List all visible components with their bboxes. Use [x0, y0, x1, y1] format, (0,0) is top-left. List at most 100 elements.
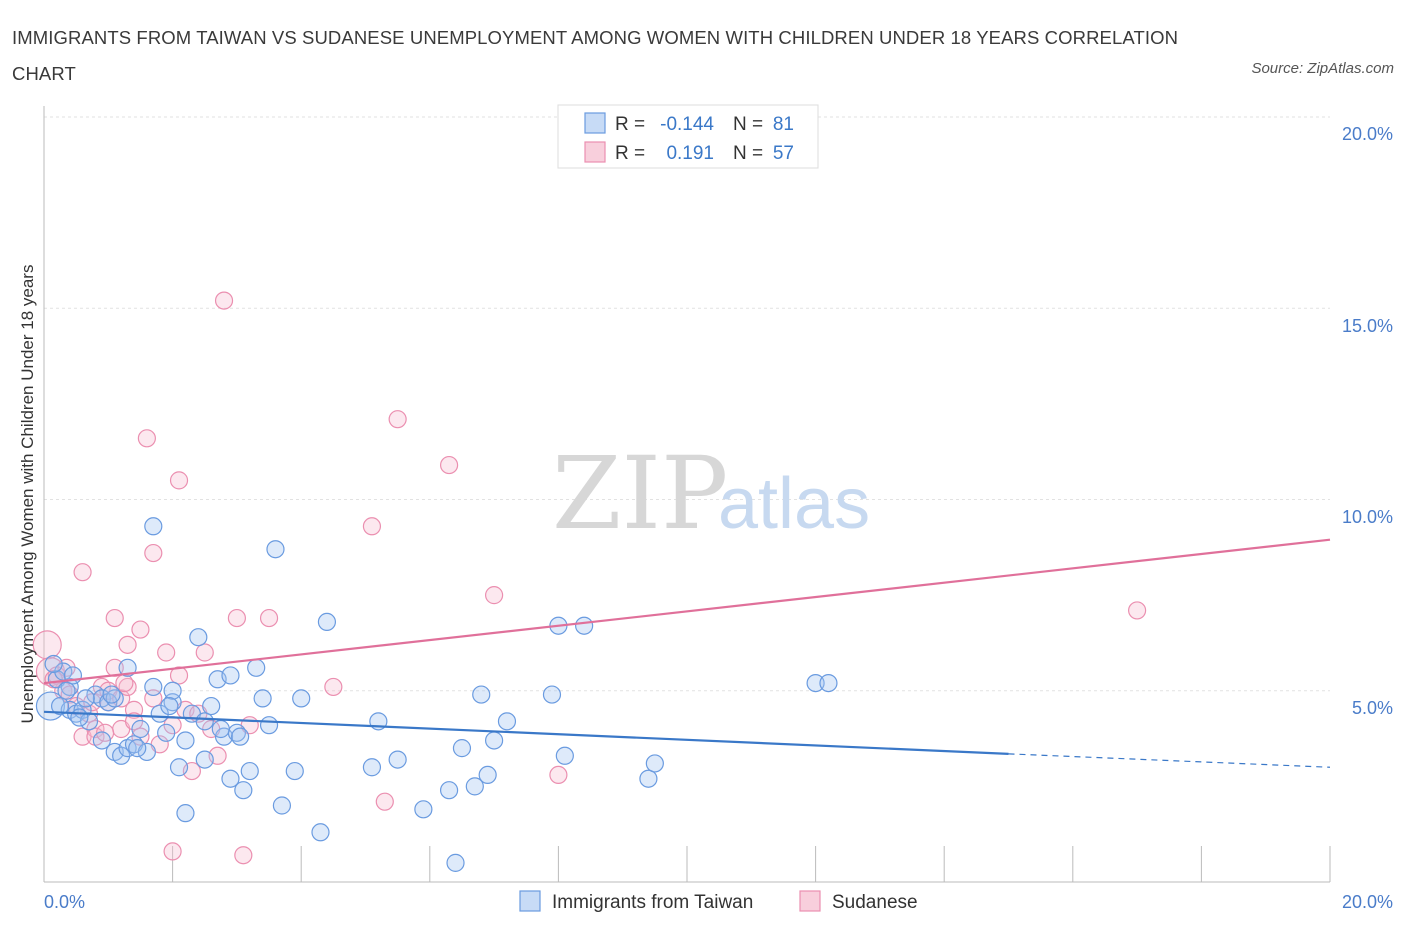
- taiwan-point-54: [439, 781, 459, 800]
- taiwan-point-30: [189, 628, 208, 647]
- sudanese-point-28: [157, 643, 176, 662]
- legend-n-value-taiwan: 81: [773, 114, 794, 135]
- taiwan-point-62: [542, 685, 562, 704]
- taiwan-point-27: [176, 731, 195, 750]
- source-label: Source: ZipAtlas.com: [1251, 60, 1394, 77]
- taiwan-point-42: [253, 689, 272, 708]
- taiwan-point-55: [446, 853, 465, 872]
- legend-swatch-taiwan: [584, 112, 606, 134]
- taiwan-point-70: [44, 654, 63, 674]
- taiwan-point-79: [231, 727, 250, 746]
- taiwan-point-48: [311, 823, 330, 842]
- taiwan-point-43: [259, 716, 279, 735]
- legend-r-label-taiwan: R =: [615, 114, 645, 135]
- sudanese-point-44: [375, 792, 394, 811]
- sudanese-point-37: [214, 291, 234, 310]
- taiwan-point-69: [819, 673, 838, 693]
- taiwan-trend-line: [43, 710, 1009, 755]
- taiwan-point-44: [266, 540, 285, 559]
- taiwan-point-26: [169, 758, 189, 777]
- watermark-atlas: atlas: [718, 464, 870, 544]
- sudanese-point-45: [388, 410, 407, 429]
- taiwan-point-64: [555, 746, 574, 765]
- sudanese-point-47: [485, 586, 504, 605]
- taiwan-point-61: [497, 712, 517, 731]
- taiwan-point-49: [317, 612, 337, 632]
- taiwan-point-20: [144, 677, 163, 697]
- sudanese-point-34: [195, 643, 214, 662]
- taiwan-point-66: [639, 769, 658, 788]
- x-tick-label-20: 20.0%: [1342, 892, 1393, 912]
- taiwan-point-77: [160, 696, 179, 716]
- taiwan-point-45: [272, 796, 292, 815]
- taiwan-point-46: [285, 761, 304, 781]
- sudanese-point-42: [324, 677, 343, 697]
- sudanese-trend-line: [43, 538, 1331, 685]
- watermark-zip: ZIP: [552, 435, 728, 552]
- legend-r-value-taiwan: -0.144: [660, 114, 714, 135]
- taiwan-point-65: [575, 616, 594, 635]
- taiwan-point-33: [202, 696, 221, 716]
- series-legend-label-sudanese: Sudanese: [832, 892, 918, 913]
- taiwan-point-15: [118, 658, 137, 677]
- taiwan-point-21: [144, 517, 163, 536]
- taiwan-point-28: [176, 804, 195, 823]
- taiwan-point-25: [163, 681, 182, 700]
- legend-n-label-sudanese: N =: [733, 143, 763, 164]
- taiwan-point-37: [221, 769, 240, 788]
- taiwan-point-39: [234, 781, 253, 800]
- sudanese-point-38: [227, 608, 246, 628]
- taiwan-point-50: [362, 758, 382, 777]
- taiwan-point-23: [157, 723, 176, 742]
- taiwan-point-47: [292, 689, 311, 708]
- sudanese-point-50: [1127, 601, 1147, 620]
- taiwan-point-41: [247, 658, 266, 677]
- series-legend-swatch-taiwan: [519, 890, 541, 912]
- sudanese-point-24: [137, 429, 156, 448]
- sudanese-point-26: [144, 543, 163, 563]
- taiwan-point-18: [131, 719, 150, 739]
- chart-title: IMMIGRANTS FROM TAIWAN VS SUDANESE UNEMP…: [12, 27, 1179, 84]
- series-legend: Immigrants from Taiwan Sudanese: [519, 890, 918, 913]
- taiwan-points: [35, 517, 838, 872]
- legend-n-value-sudanese: 57: [773, 143, 794, 164]
- sudanese-point-48: [549, 765, 568, 785]
- legend-r-label-sudanese: R =: [615, 143, 645, 164]
- y-tick-label-10: 10.0%: [1342, 507, 1393, 527]
- taiwan-point-19: [137, 742, 156, 762]
- taiwan-point-78: [211, 719, 230, 739]
- legend-n-label-taiwan: N =: [733, 114, 763, 135]
- sudanese-point-7: [73, 563, 92, 582]
- taiwan-point-71: [50, 696, 70, 716]
- taiwan-point-74: [76, 689, 95, 708]
- sudanese-point-49: [163, 842, 182, 861]
- taiwan-point-76: [128, 739, 147, 758]
- trend-lines: [43, 538, 1331, 768]
- taiwan-point-53: [414, 800, 433, 819]
- x-tick-label-0: 0.0%: [44, 892, 85, 912]
- sudanese-point-19: [118, 635, 137, 654]
- taiwan-point-67: [645, 754, 664, 773]
- taiwan-point-75: [102, 685, 121, 704]
- sudanese-point-30: [169, 471, 189, 490]
- taiwan-point-60: [485, 731, 504, 750]
- series-legend-label-taiwan: Immigrants from Taiwan: [552, 892, 753, 913]
- taiwan-point-57: [465, 777, 484, 796]
- taiwan-point-72: [57, 681, 76, 700]
- taiwan-point-9: [92, 731, 111, 750]
- taiwan-point-56: [452, 739, 472, 758]
- taiwan-point-32: [195, 712, 214, 731]
- sudanese-point-46: [439, 455, 459, 475]
- sudanese-point-39: [234, 846, 253, 865]
- y-axis-title: Unemployment Among Women with Children U…: [18, 265, 37, 724]
- taiwan-point-59: [478, 765, 497, 785]
- legend-swatch-sudanese: [584, 141, 606, 163]
- legend-r-value-sudanese: 0.191: [666, 143, 714, 164]
- taiwan-point-73: [70, 708, 89, 727]
- sudanese-point-15: [105, 608, 124, 628]
- sudanese-point-41: [259, 608, 279, 628]
- taiwan-point-31: [195, 750, 214, 769]
- y-tick-label-15: 15.0%: [1342, 316, 1393, 336]
- taiwan-point-36: [221, 666, 240, 685]
